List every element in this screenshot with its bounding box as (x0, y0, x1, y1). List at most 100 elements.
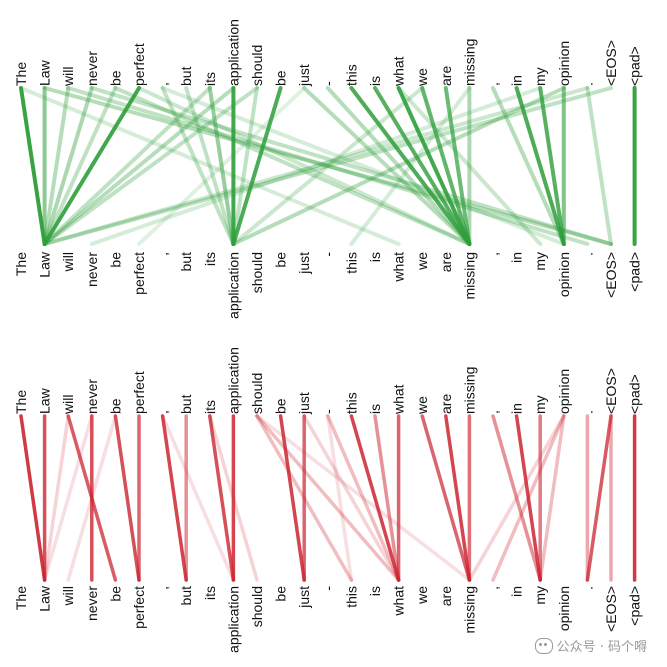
source-token-label: missing (461, 39, 477, 86)
target-token-label: The (13, 252, 29, 276)
target-token-label: - (320, 586, 336, 591)
target-token-label: be (273, 252, 289, 268)
source-token-label: we (414, 68, 430, 87)
target-token-label: Law (37, 251, 53, 278)
attention-panel-green: TheTheLawLawwillwillneverneverbebeperfec… (13, 19, 643, 319)
red-attention-edge (491, 414, 542, 582)
green-attention-edge (160, 86, 566, 246)
green-attention-edge (491, 86, 566, 246)
source-token-label: in (509, 75, 525, 86)
green-attention-edge (42, 86, 590, 246)
source-token-label: this (343, 64, 359, 86)
green-attention-edge (585, 86, 613, 246)
green-attention-edge (113, 86, 472, 246)
source-token-label: what (391, 56, 407, 87)
source-token-label: is (367, 404, 383, 414)
green-attention-edge (420, 86, 472, 246)
target-token-label: are (438, 252, 454, 272)
green-attention-edge (42, 86, 71, 246)
red-attention-edge (42, 414, 94, 582)
source-token-label: what (391, 384, 407, 415)
source-token-label: but (178, 394, 194, 414)
green-attention-edge (443, 86, 472, 246)
source-token-label: The (13, 390, 29, 414)
green-attention-edge (42, 86, 259, 246)
target-token-label: is (367, 586, 383, 596)
target-token-label: perfect (131, 252, 147, 295)
target-token-label: , (155, 252, 171, 256)
source-token-label: - (320, 81, 336, 86)
source-token-label: The (13, 62, 29, 86)
target-token-label: its (202, 586, 218, 600)
source-token-label: be (107, 70, 123, 86)
green-attention-edge (42, 86, 94, 246)
source-token-label: <pad> (627, 374, 643, 414)
source-token-label: never (84, 379, 100, 414)
red-attention-edge (420, 414, 472, 582)
green-attention-edge (42, 86, 212, 246)
target-token-label: its (202, 252, 218, 266)
target-token-label: just (296, 252, 312, 275)
source-token-label: are (438, 66, 454, 86)
target-token-label: will (60, 586, 76, 606)
target-token-label: just (296, 586, 312, 609)
green-attention-edge (207, 86, 236, 246)
source-token-label: my (532, 67, 548, 86)
red-attention-edge (326, 414, 401, 582)
target-token-label: , (485, 586, 501, 590)
source-token-label: perfect (131, 371, 147, 414)
source-token-label: <pad> (627, 46, 643, 86)
red-attention-edge (19, 414, 47, 582)
green-attention-edge (325, 86, 472, 246)
source-token-label: just (296, 392, 312, 415)
red-attention-edge (585, 414, 613, 582)
green-attention-edge (160, 86, 236, 246)
green-attention-edge (396, 86, 472, 246)
target-token-label: <pad> (627, 586, 643, 626)
source-token-label: will (60, 395, 76, 415)
source-token-label: <EOS> (603, 368, 619, 414)
red-attention-edge (255, 414, 401, 582)
target-token-label: never (84, 586, 100, 621)
watermark-text: 公众号 · 码个嘚 (556, 640, 647, 655)
target-token-label: application (225, 586, 241, 653)
target-token-label: this (343, 252, 359, 274)
target-token-label: never (84, 252, 100, 287)
green-attention-edge (89, 86, 543, 246)
source-token-label: should (249, 45, 265, 86)
red-attention-edge (302, 414, 401, 582)
target-token-label: be (107, 586, 123, 602)
source-token-label: , (485, 410, 501, 414)
target-token-label: . (579, 586, 595, 590)
target-token-label: opinion (556, 586, 572, 631)
green-attention-edge (349, 86, 472, 246)
source-token-label: perfect (131, 43, 147, 86)
source-token-label: <EOS> (603, 40, 619, 86)
red-attention-edge (278, 414, 306, 582)
watermark: 公众号 · 码个嘚 (534, 636, 647, 655)
source-token-label: will (60, 67, 76, 87)
source-token-label: in (509, 403, 525, 414)
green-attention-edge (538, 86, 566, 246)
green-attention-edge (89, 86, 613, 246)
wechat-icon (534, 637, 553, 654)
target-token-label: , (485, 252, 501, 256)
red-attention-edge (208, 414, 236, 582)
source-token-label: my (532, 395, 548, 414)
green-attention-edge (19, 86, 47, 246)
green-attention-edge (42, 86, 236, 246)
target-token-label: we (414, 252, 430, 271)
source-token-label: . (579, 410, 595, 414)
source-token-label: , (485, 82, 501, 86)
red-attention-edge (444, 414, 472, 582)
source-token-label: be (107, 398, 123, 414)
red-attention-edge (514, 414, 542, 582)
target-token-label: , (155, 586, 171, 590)
red-attention-edge (113, 414, 141, 582)
source-token-label: opinion (556, 41, 572, 86)
green-attention-edge (231, 86, 283, 246)
red-attention-edge (538, 414, 566, 582)
source-token-label: is (367, 76, 383, 86)
green-attention-edge (19, 86, 401, 246)
